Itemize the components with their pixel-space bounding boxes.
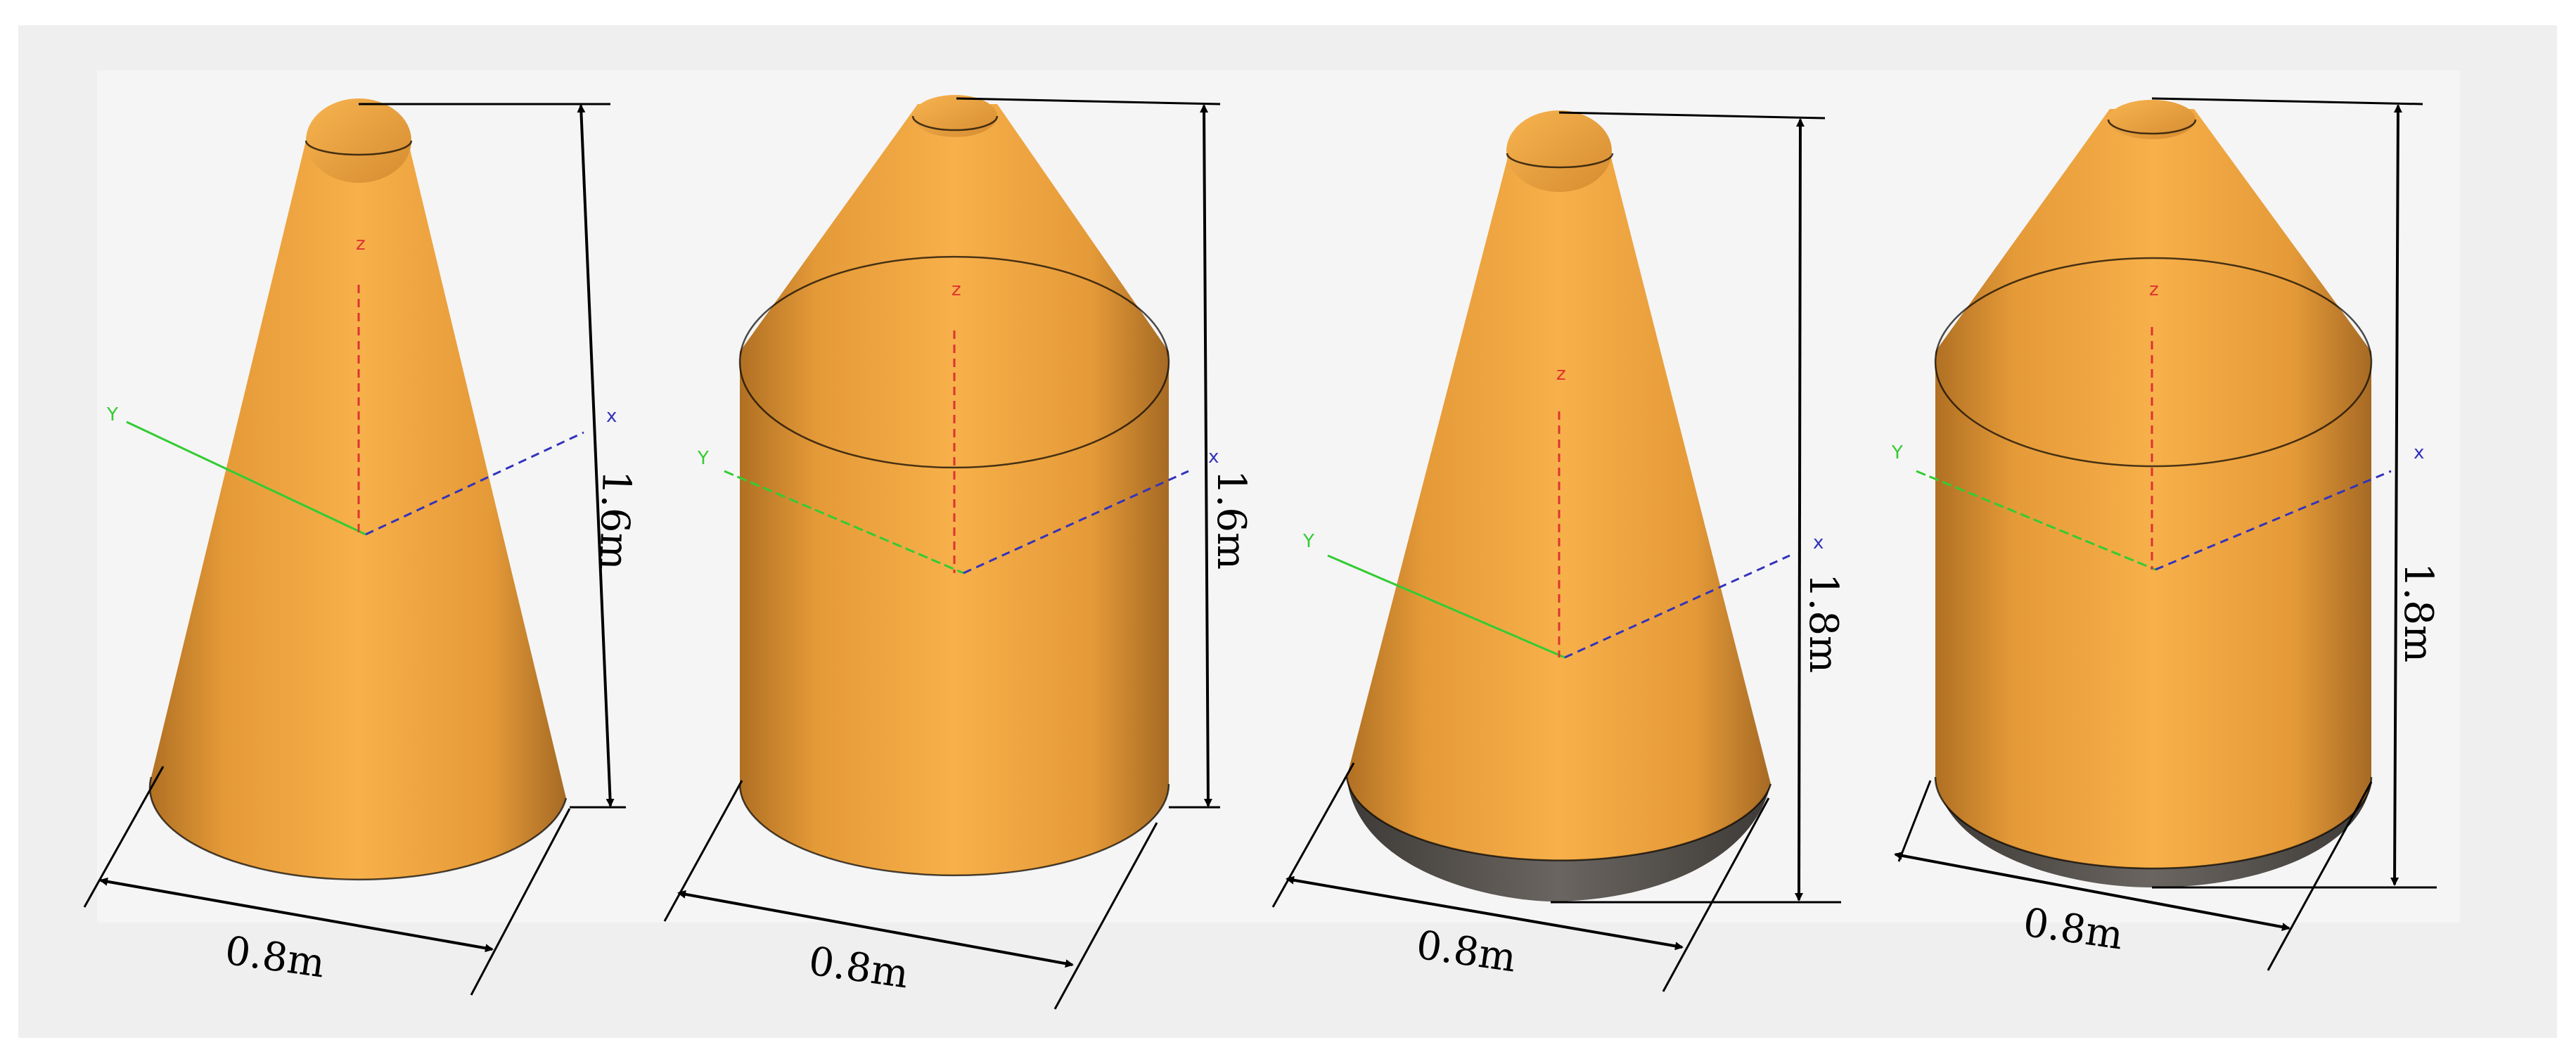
height-dimension: 1.6m (359, 103, 639, 809)
x-axis (2155, 470, 2392, 571)
cone-body (1347, 155, 1771, 861)
height-label: 1.8m (2395, 563, 2441, 662)
diameter-dimension: 0.8m (1894, 780, 2373, 971)
height-dimension: 1.6m (956, 97, 1254, 809)
tip-cap (1506, 110, 1612, 192)
z-axis-label: z (951, 279, 961, 300)
axis-triad: Y x z (106, 233, 617, 536)
axis-triad: Y x z (1302, 364, 1824, 659)
height-label: 1.6m (590, 470, 639, 571)
model-3: Y x z 1.8m 0.8m (1271, 110, 1846, 992)
axis-triad: Y x z (1891, 279, 2424, 571)
y-axis-label: Y (697, 448, 709, 469)
y-axis-label: Y (1891, 442, 1903, 463)
model-4: Y x z 1.8m 0.8m (1891, 97, 2441, 971)
y-axis-label: Y (106, 404, 118, 425)
model-2: Y x z 1.6m 0.8m (663, 95, 1254, 1010)
x-axis-label: x (1813, 532, 1824, 553)
height-label: 1.8m (1800, 573, 1846, 673)
cylinder-body (1935, 359, 2371, 868)
x-axis-label: x (2414, 442, 2424, 463)
z-axis-label: z (356, 233, 366, 255)
x-axis-label: x (606, 406, 617, 427)
cone-top (740, 104, 1169, 457)
y-axis (1916, 470, 2156, 571)
tip-cap (2108, 100, 2196, 139)
cylinder-body (740, 359, 1169, 875)
y-axis (126, 421, 366, 536)
tip-cap (306, 98, 411, 183)
tip-cap (913, 95, 997, 137)
cone-top (1935, 109, 2371, 457)
x-axis-label: x (1208, 447, 1219, 468)
z-axis-label: z (1556, 364, 1566, 385)
height-dimension: 1.8m (1551, 111, 1846, 904)
model-1: Y x z 1.6m 0.8m (83, 98, 639, 996)
height-dimension: 1.8m (2151, 97, 2441, 889)
y-axis (724, 470, 964, 575)
height-label: 1.6m (1208, 470, 1254, 570)
y-axis-label: Y (1302, 531, 1314, 552)
x-axis (365, 431, 584, 536)
z-axis-label: z (2149, 279, 2159, 300)
y-axis (1327, 554, 1565, 659)
